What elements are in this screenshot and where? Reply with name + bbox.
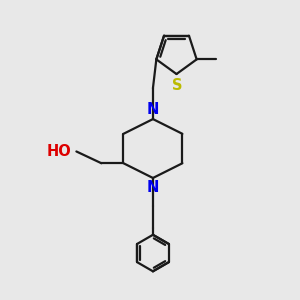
Text: N: N bbox=[147, 102, 159, 117]
Text: N: N bbox=[147, 180, 159, 195]
Text: HO: HO bbox=[46, 144, 71, 159]
Text: S: S bbox=[172, 78, 182, 93]
